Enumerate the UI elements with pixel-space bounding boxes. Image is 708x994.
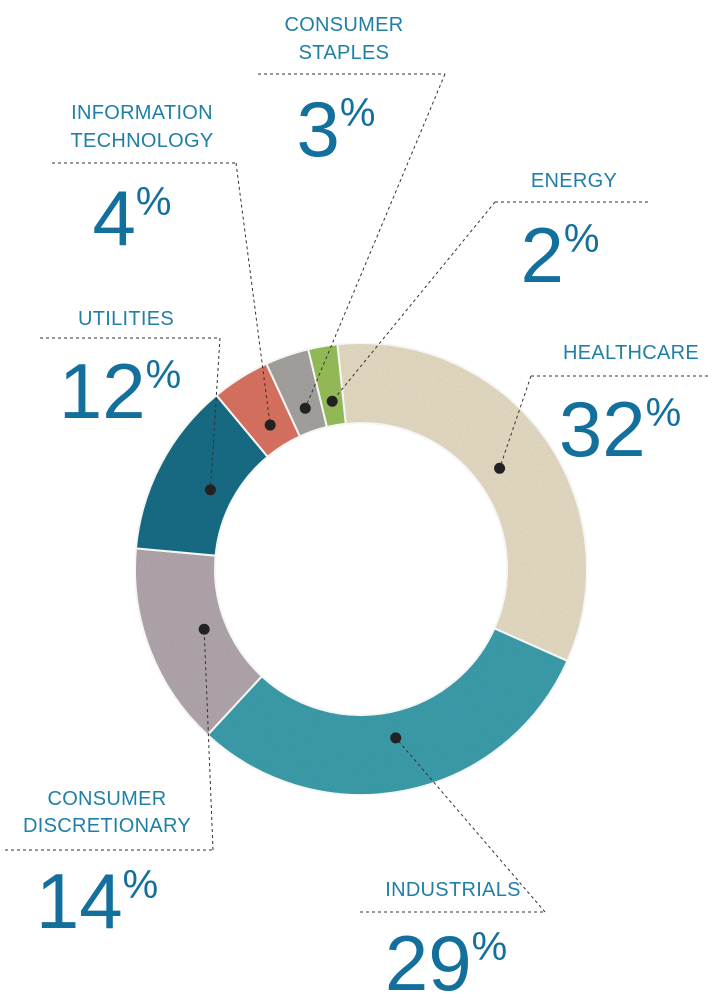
percent-label-healthcare: 32%	[559, 385, 681, 473]
dot-energy	[326, 395, 338, 407]
leader-line-healthcare	[499, 375, 532, 469]
dot-information-technology	[264, 419, 276, 431]
category-label-industrials: INDUSTRIALS	[385, 879, 521, 901]
category-label-information-technology: TECHNOLOGY	[70, 130, 213, 152]
category-label-consumer-discretionary: DISCRETIONARY	[23, 815, 191, 837]
leader-line-consumer-staples	[304, 73, 446, 409]
leader-line-information-technology	[235, 162, 271, 426]
category-label-consumer-discretionary: CONSUMER	[47, 788, 166, 810]
category-label-healthcare: HEALTHCARE	[563, 342, 699, 364]
category-label-consumer-staples: STAPLES	[299, 42, 390, 64]
percent-label-energy: 2%	[521, 211, 600, 299]
donut-slices	[134, 342, 588, 796]
slice-labels: HEALTHCARE 32% INDUSTRIALS 29% CONSUMER DISCR…	[23, 14, 699, 994]
leader-lines	[5, 73, 708, 913]
percent-label-information-technology: 4%	[93, 174, 172, 262]
leader-line-energy	[331, 201, 496, 402]
leader-line-utilities	[209, 337, 221, 490]
dot-utilities	[204, 484, 216, 496]
percent-label-consumer-discretionary: 14%	[36, 857, 158, 945]
category-label-energy: ENERGY	[531, 170, 617, 192]
slice-healthcare	[336, 342, 588, 663]
dot-consumer-discretionary	[198, 623, 210, 635]
category-label-utilities: UTILITIES	[78, 308, 174, 330]
leader-line-industrials	[395, 737, 546, 913]
percent-label-consumer-staples: 3%	[297, 85, 376, 173]
category-label-consumer-staples: CONSUMER	[284, 14, 403, 36]
dot-industrials	[390, 732, 402, 744]
percent-label-industrials: 29%	[385, 919, 507, 994]
dot-consumer-staples	[299, 402, 311, 414]
leader-line-consumer-discretionary	[203, 629, 214, 851]
percent-label-utilities: 12%	[59, 347, 181, 435]
dot-healthcare	[494, 462, 506, 474]
slice-industrials	[206, 627, 569, 796]
slice-energy	[307, 343, 347, 429]
category-label-information-technology: INFORMATION	[71, 102, 213, 124]
